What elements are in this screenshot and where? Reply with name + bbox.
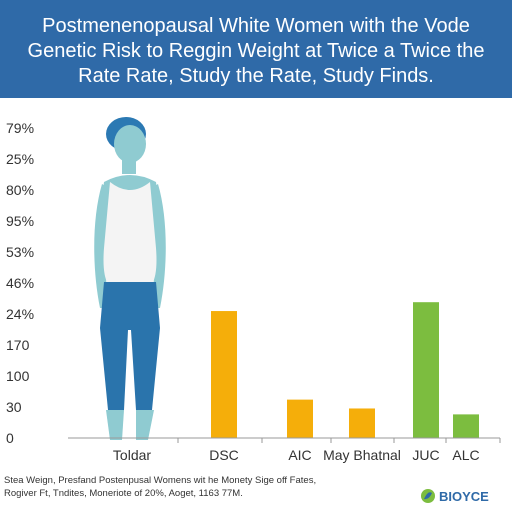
header-banner: Postmenenopausal White Women with the Vo…	[0, 0, 512, 98]
bar-juc	[413, 302, 439, 438]
brand-name: BIOYCE	[439, 488, 489, 504]
footnote-line: Stea Weign, Presfand Postenpusal Womens …	[4, 475, 317, 486]
brand-logo: BIOYCE	[420, 486, 489, 506]
y-tick-label: 46%	[6, 275, 34, 291]
y-tick-label: 0	[6, 430, 14, 446]
leaf-logo-icon	[421, 489, 435, 503]
bar-dsc	[211, 311, 237, 438]
x-category-label: DSC	[209, 447, 239, 463]
y-tick-label: 80%	[6, 182, 34, 198]
x-axis-ticks	[177, 438, 501, 443]
y-tick-label: 100	[6, 368, 30, 384]
y-tick-label: 25%	[6, 151, 34, 167]
footnote: Stea Weign, Presfand Postenpusal Womens …	[4, 474, 404, 500]
y-tick-label: 170	[6, 337, 30, 353]
y-tick-label: 79%	[6, 120, 34, 136]
x-axis-labels: Toldar DSC AIC May Bhatnal JUC ALC	[113, 447, 480, 463]
bars	[211, 302, 479, 438]
bar-aic	[287, 399, 313, 438]
y-tick-label: 95%	[6, 213, 34, 229]
x-category-label: Toldar	[113, 447, 151, 463]
x-category-label: AIC	[288, 447, 311, 463]
bar-chart: 79% 25% 80% 95% 53% 46% 24% 170 100 30 0 Toldar DSC…	[6, 117, 501, 463]
x-category-label: ALC	[452, 447, 479, 463]
y-axis-ticks: 79% 25% 80% 95% 53% 46% 24% 170 100 30 0	[6, 120, 34, 446]
x-category-label: May Bhatnal	[323, 447, 401, 463]
x-category-label: JUC	[412, 447, 439, 463]
y-tick-label: 53%	[6, 244, 34, 260]
footnote-line: Rogiver Ft, Tndites, Moneriote of 20%, A…	[4, 488, 243, 499]
y-tick-label: 24%	[6, 306, 34, 322]
page-title: Postmenenopausal White Women with the Vo…	[27, 15, 485, 87]
y-tick-label: 30	[6, 399, 22, 415]
woman-figure-icon	[94, 117, 166, 440]
bar-may-bhatnal	[349, 408, 375, 438]
bar-alc	[453, 414, 479, 438]
